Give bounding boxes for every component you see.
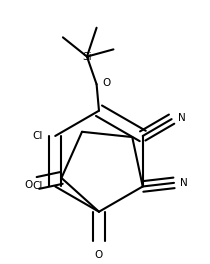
Text: O: O [103,78,111,88]
Text: N: N [180,178,188,188]
Text: Cl: Cl [33,131,43,141]
Text: Cl: Cl [33,181,43,191]
Text: N: N [178,113,185,123]
Text: O: O [24,180,33,190]
Text: O: O [95,250,103,260]
Text: Si: Si [82,51,92,62]
